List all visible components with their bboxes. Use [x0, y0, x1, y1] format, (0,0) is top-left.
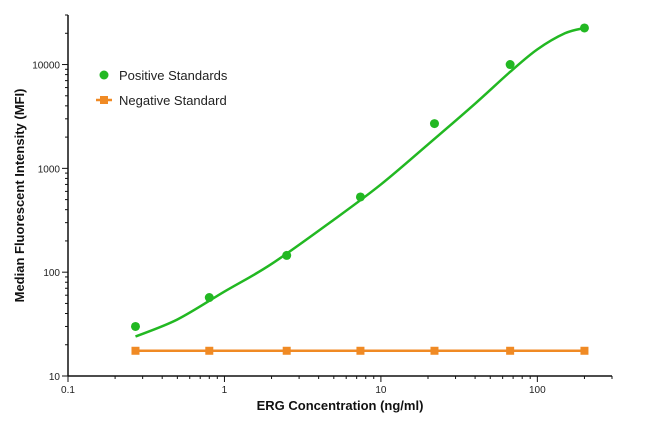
x-ticks: 0.1 1 10 100	[61, 376, 613, 396]
legend-marker	[99, 70, 109, 80]
legend-item: Negative Standard	[96, 93, 227, 108]
data-point	[205, 346, 214, 355]
data-point	[579, 23, 589, 33]
legend-label: Negative Standard	[119, 93, 227, 108]
data-point	[282, 250, 292, 260]
data-point	[204, 293, 214, 303]
data-point	[356, 346, 365, 355]
x-axis-title: ERG Concentration (ng/ml)	[257, 398, 424, 413]
series-1	[130, 23, 589, 338]
data-point	[506, 346, 515, 355]
data-point	[131, 346, 140, 355]
y-tick-label: 10000	[32, 61, 60, 72]
data-point	[355, 192, 365, 202]
y-axis-title: Median Fluorescent Intensity (MFI)	[12, 89, 27, 303]
x-tick-label: 100	[529, 385, 546, 396]
series-2	[131, 346, 589, 355]
x-tick-label: 10	[375, 385, 387, 396]
legend-item: Positive Standards	[99, 68, 228, 83]
x-tick-label: 1	[222, 385, 228, 396]
y-tick-label: 1000	[38, 164, 61, 175]
y-tick-label: 100	[43, 268, 60, 279]
data-point	[430, 346, 439, 355]
legend-marker	[100, 96, 108, 104]
axes	[67, 15, 612, 377]
y-ticks: 10 100 1000 10000	[32, 14, 68, 383]
legend-label: Positive Standards	[119, 68, 228, 83]
y-tick-label: 10	[49, 372, 61, 383]
data-point	[130, 321, 140, 331]
x-tick-label: 0.1	[61, 385, 75, 396]
data-point	[580, 346, 589, 355]
data-point	[429, 119, 439, 129]
data-point	[505, 60, 515, 70]
legend: Positive Standards Negative Standard	[96, 68, 228, 108]
fit-curve	[135, 26, 585, 338]
series-layer	[130, 23, 589, 355]
data-point	[282, 346, 291, 355]
